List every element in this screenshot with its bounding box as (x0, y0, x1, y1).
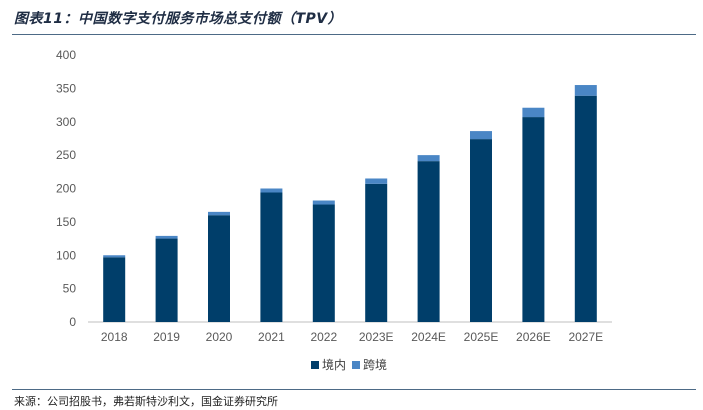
legend-label-crossborder: 跨境 (363, 357, 387, 372)
bar-domestic (365, 183, 388, 322)
bar-domestic (522, 117, 545, 322)
bar-crossborder (522, 107, 545, 118)
bar-domestic (574, 95, 597, 322)
bar-domestic (470, 139, 492, 322)
legend-label-domestic: 境内 (322, 357, 346, 372)
x-tick-label: 2018 (101, 330, 128, 344)
bar-domestic (260, 192, 283, 322)
y-tick-label: 200 (56, 182, 76, 196)
legend-swatch-domestic (311, 361, 319, 369)
y-axis-ticks: 0 50 100 150 200 250 300 350 400 (56, 48, 76, 329)
bar-crossborder (574, 85, 597, 96)
bar-domestic (103, 257, 126, 322)
y-tick-label: 50 (63, 282, 77, 296)
bar-crossborder (312, 200, 335, 205)
bars (103, 85, 597, 322)
bar-crossborder (155, 235, 178, 239)
y-tick-label: 0 (69, 315, 76, 329)
bar-crossborder (417, 155, 440, 162)
legend-swatch-crossborder (352, 361, 360, 369)
bar-domestic (312, 204, 335, 322)
x-tick-label: 2025E (464, 330, 499, 344)
bar-crossborder (208, 211, 230, 216)
y-tick-label: 150 (56, 215, 76, 229)
bar-domestic (155, 238, 178, 322)
legend: 境内 跨境 (311, 357, 387, 372)
bar-crossborder (470, 131, 492, 140)
x-axis-ticks: 2018 2019 2020 2021 2022 2023E 2024E 2025E 2026E… (101, 330, 603, 344)
bottom-divider (12, 389, 696, 390)
bar-crossborder (365, 178, 388, 184)
x-tick-label: 2023E (359, 330, 394, 344)
bar-crossborder (103, 255, 126, 258)
source-note: 来源：公司招股书，弗若斯特沙利文，国金证券研究所 (14, 395, 278, 408)
x-tick-label: 2024E (411, 330, 446, 344)
bar-domestic (208, 215, 230, 322)
bar-domestic (417, 161, 440, 322)
y-tick-label: 300 (56, 115, 76, 129)
y-tick-label: 250 (56, 148, 76, 162)
x-tick-label: 2022 (310, 330, 337, 344)
y-tick-label: 400 (56, 48, 76, 62)
chart-title: 图表11：中国数字支付服务市场总支付额（TPV） (14, 11, 343, 27)
x-tick-label: 2019 (153, 330, 180, 344)
y-tick-label: 350 (56, 81, 76, 95)
x-tick-label: 2026E (516, 330, 551, 344)
top-divider (12, 34, 696, 35)
x-tick-label: 2027E (568, 330, 603, 344)
y-tick-label: 100 (56, 248, 76, 262)
x-tick-label: 2021 (258, 330, 285, 344)
x-tick-label: 2020 (206, 330, 233, 344)
bar-crossborder (260, 188, 283, 193)
